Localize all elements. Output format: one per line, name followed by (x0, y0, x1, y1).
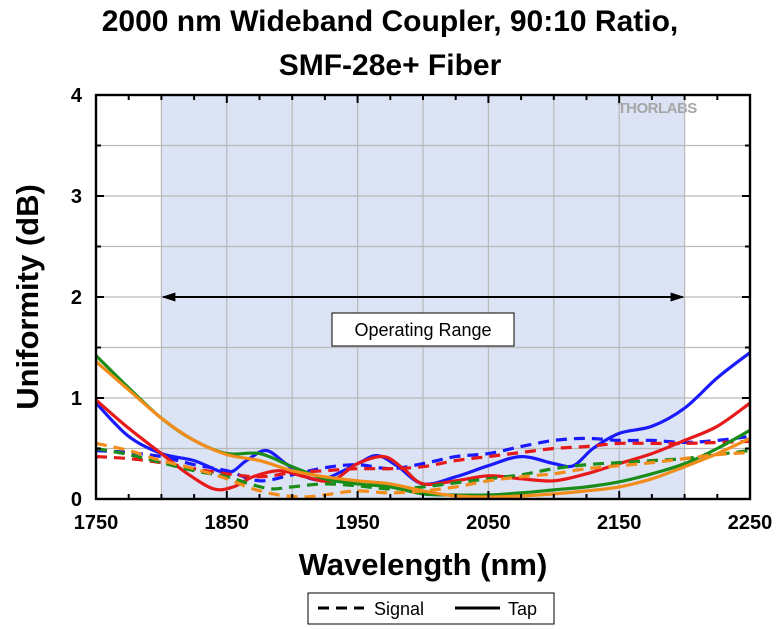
series-line-tap-6 (96, 360, 750, 499)
series-line-signal-1 (96, 434, 750, 483)
x-axis-title: Wavelength (nm) (299, 547, 548, 582)
y-tick-label: 0 (71, 489, 82, 511)
y-tick-label: 1 (71, 388, 82, 410)
operating-range-label: Operating Range (354, 320, 491, 340)
x-tick-label: 2050 (466, 512, 511, 534)
y-tick-label: 4 (71, 85, 83, 107)
x-tick-label: 2150 (597, 512, 642, 534)
chart-title-line2: SMF-28e+ Fiber (278, 49, 502, 82)
x-tick-label: 1950 (335, 512, 380, 534)
x-tick-label: 2250 (728, 512, 773, 534)
legend-box (307, 592, 555, 625)
y-tick-label: 3 (71, 186, 82, 208)
operating-range-arrow-left-head (161, 292, 176, 302)
chart-title-line1: 2000 nm Wideband Coupler, 90:10 Ratio, (101, 5, 679, 38)
y-tick-label: 2 (71, 287, 82, 309)
x-tick-label: 1850 (205, 512, 250, 534)
y-axis-title: Uniformity (dB) (10, 184, 45, 410)
watermark-logo: THORLABS (617, 100, 697, 117)
operating-range-label-box (331, 312, 515, 347)
series-line-signal-7 (96, 441, 750, 499)
operating-range-arrow-right-head (670, 292, 685, 302)
x-tick-label: 1750 (74, 512, 119, 534)
legend-label-signal: Signal (374, 599, 424, 619)
legend-label-tap: Tap (508, 599, 537, 619)
